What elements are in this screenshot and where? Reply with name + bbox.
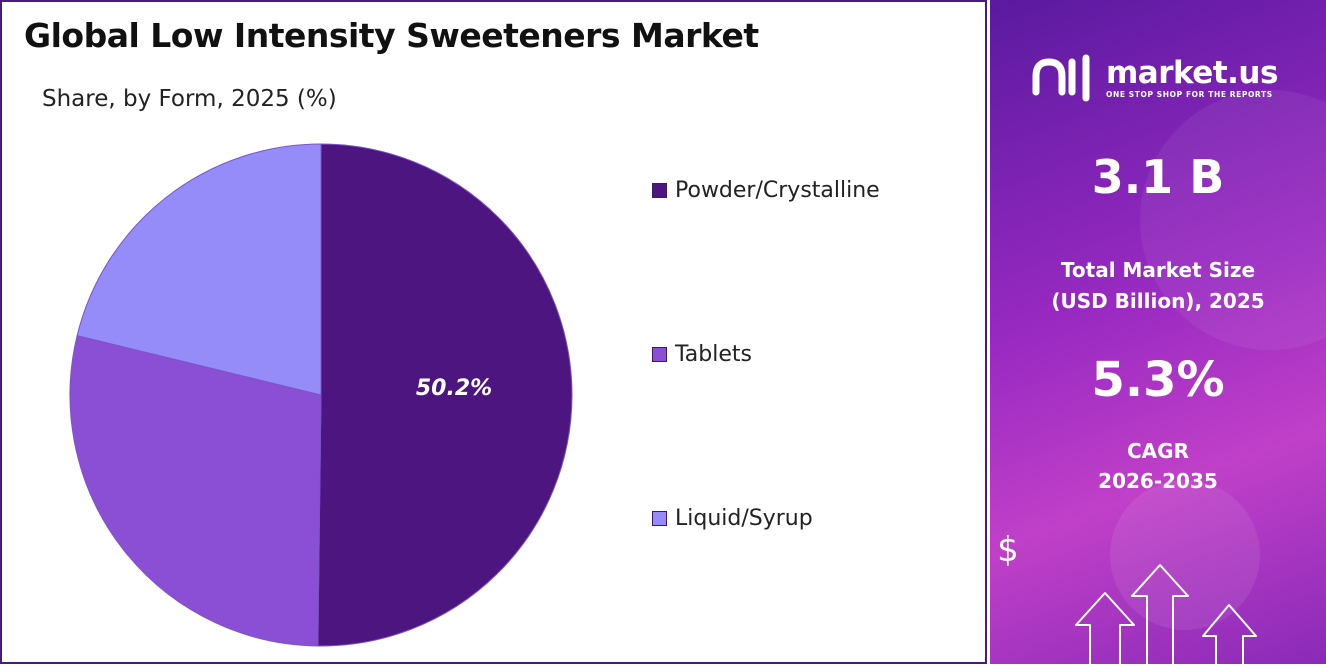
market-size-label-line1: Total Market Size	[1060, 258, 1256, 282]
cagr-value: 5.3%	[1091, 352, 1225, 408]
legend-swatch-powder-crystalline	[652, 183, 667, 198]
brand-name: market.us	[1106, 54, 1278, 91]
market-us-logo-icon	[1032, 54, 1090, 102]
chart-panel: Global Low Intensity Sweeteners Market S…	[0, 0, 987, 664]
chart-subtitle: Share, by Form, 2025 (%)	[42, 86, 337, 112]
chart-title: Global Low Intensity Sweeteners Market	[24, 16, 759, 55]
dollar-symbol: $	[997, 530, 1019, 570]
legend-label-powder-crystalline: Powder/Crystalline	[675, 178, 880, 203]
legend-swatch-tablets	[652, 347, 667, 362]
market-size-label-line2: (USD Billion), 2025	[1051, 289, 1265, 313]
pie-label-powder-crystalline: 50.2%	[416, 376, 492, 401]
legend-item-powder-crystalline: Powder/Crystalline	[652, 178, 880, 203]
cagr-label-line1: CAGR	[1127, 439, 1189, 463]
chart-legend: Powder/Crystalline Tablets Liquid/Syrup	[652, 2, 982, 666]
pie-slice-tablets	[69, 335, 322, 647]
pie-chart: 50.2%	[69, 143, 573, 647]
legend-item-liquid-syrup: Liquid/Syrup	[652, 506, 813, 531]
cagr-label-line2: 2026-2035	[1098, 469, 1218, 493]
market-size-value: 3.1 B	[1091, 150, 1225, 204]
legend-label-liquid-syrup: Liquid/Syrup	[675, 506, 813, 531]
summary-panel: market.us ONE STOP SHOP FOR THE REPORTS …	[990, 0, 1326, 664]
pie-slice-powder-crystalline	[317, 143, 573, 647]
brand: market.us ONE STOP SHOP FOR THE REPORTS	[1032, 52, 1278, 102]
growth-arrows-icon	[1075, 564, 1257, 664]
brand-tagline: ONE STOP SHOP FOR THE REPORTS	[1106, 89, 1273, 99]
background-coin-decoration	[1110, 480, 1260, 630]
legend-item-tablets: Tablets	[652, 342, 752, 367]
legend-swatch-liquid-syrup	[652, 511, 667, 526]
legend-label-tablets: Tablets	[675, 342, 752, 367]
pie-slice-liquid-syrup	[76, 143, 322, 396]
